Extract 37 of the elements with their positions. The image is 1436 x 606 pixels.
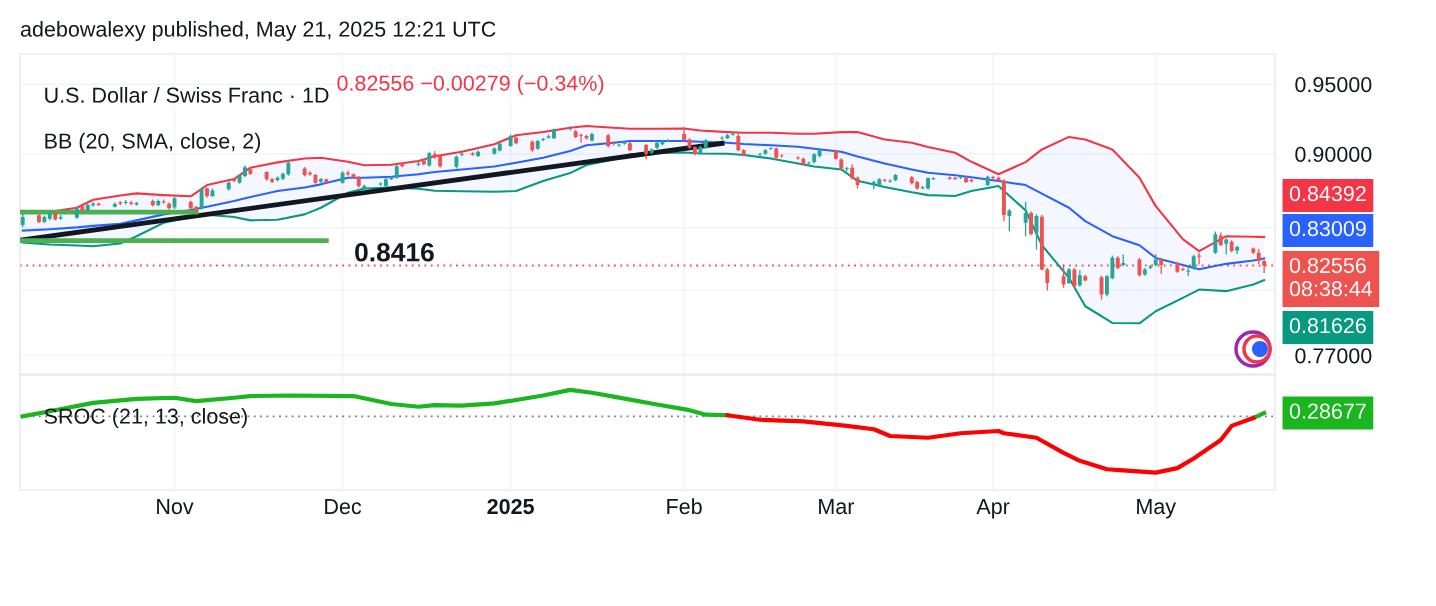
y-tick-label: 0.95000 (1295, 76, 1372, 93)
x-tick-label: May (1137, 499, 1177, 519)
line-series (21, 151, 1266, 325)
x-tick-label: Mar (819, 499, 855, 515)
candlestick (649, 148, 654, 155)
candlestick (232, 177, 237, 183)
x-tick-label: 2025 (487, 498, 534, 515)
candlestick (1197, 253, 1202, 265)
candlestick (1235, 245, 1239, 254)
text: SROC (21, 13, close) (44, 408, 247, 429)
candlestick (346, 170, 350, 176)
candlestick (270, 177, 275, 184)
candlestick (470, 152, 475, 156)
x-tick-label: Dec (325, 499, 362, 515)
text: BB (20, SMA, close, 2) (45, 132, 261, 153)
candlestick (1142, 267, 1147, 276)
ref-line-label: 0.82556 08:38:44 (1289, 257, 1373, 297)
candlestick (421, 159, 426, 166)
x-tick-label: Feb (667, 498, 702, 515)
candlestick (758, 152, 762, 156)
data-label: 0.81626 (1289, 318, 1366, 334)
text: U.S. Dollar / Swiss Franc · 1D (45, 87, 329, 103)
candlestick (129, 200, 134, 206)
text: adebowalexy published, May 21, 2025 12:21 UTC (20, 20, 496, 42)
x-tick-label: Apr (976, 499, 1010, 519)
candlestick (318, 177, 323, 184)
y-tick-label: 0.90000 (1295, 146, 1372, 163)
data-label: 0.83009 (1289, 221, 1366, 237)
y-tick-label: 0.77000 (1295, 348, 1372, 364)
candlestick (720, 136, 724, 140)
x-tick-label: Nov (157, 499, 194, 515)
data-label: 0.84392 (1289, 186, 1366, 202)
annotation: 0.28677 (1289, 403, 1366, 419)
annotation: 0.8416 (355, 242, 434, 262)
annotation: 0.82556 −0.00279 (−0.34%) (337, 74, 604, 96)
candlestick (730, 132, 735, 136)
candlestick (682, 127, 687, 142)
